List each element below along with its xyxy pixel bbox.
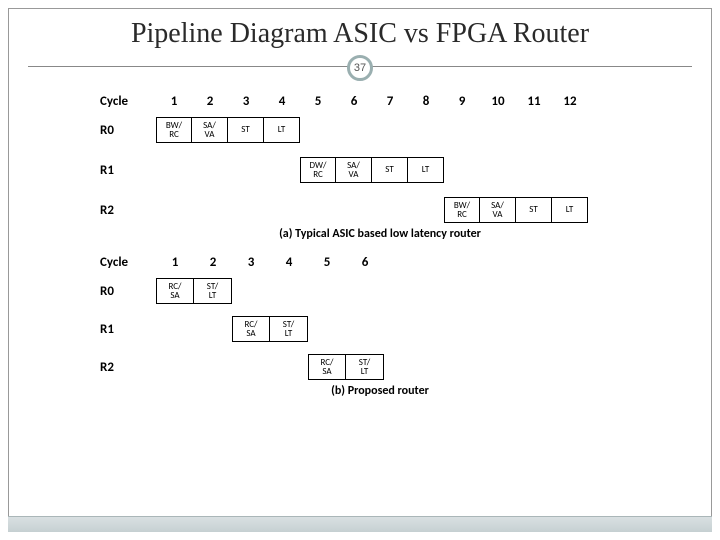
empty-cell <box>270 278 308 304</box>
pipeline-stage: RC/ SA <box>156 278 194 304</box>
empty-cell <box>516 117 552 143</box>
cycle-header: 5 <box>308 253 346 272</box>
empty-cell <box>156 316 194 342</box>
empty-cell <box>516 157 552 183</box>
empty-cell <box>194 354 232 380</box>
chart-b: Cycle123456R0RC/ SAST/ LTR1RC/ SAST/ LTR… <box>100 253 660 398</box>
pipeline-stage: ST/ LT <box>270 316 308 342</box>
cycle-header: 2 <box>192 92 228 111</box>
cycle-header: 11 <box>516 92 552 111</box>
cycle-header: 6 <box>336 92 372 111</box>
empty-cell <box>264 197 300 223</box>
empty-cell <box>232 278 270 304</box>
cycle-header: 6 <box>346 253 384 272</box>
pipeline-stage: RC/ SA <box>232 316 270 342</box>
caption-a: (a) Typical ASIC based low latency route… <box>100 227 660 241</box>
cycle-header: 3 <box>232 253 270 272</box>
empty-cell <box>194 316 232 342</box>
chart-a: Cycle123456789101112R0BW/ RCSA/ VASTLTR1… <box>100 92 660 241</box>
pipeline-stage: BW/ RC <box>444 197 480 223</box>
empty-cell <box>228 157 264 183</box>
empty-cell <box>552 117 588 143</box>
cycle-header: 1 <box>156 253 194 272</box>
pipeline-stage: LT <box>552 197 588 223</box>
empty-cell <box>408 197 444 223</box>
empty-cell <box>156 197 192 223</box>
empty-cell <box>232 354 270 380</box>
cycle-header: 4 <box>270 253 308 272</box>
cycle-header: 3 <box>228 92 264 111</box>
empty-cell <box>336 117 372 143</box>
row-label: R1 <box>100 157 156 183</box>
empty-cell <box>192 197 228 223</box>
empty-cell <box>156 157 192 183</box>
cycle-header: 1 <box>156 92 192 111</box>
empty-cell <box>156 354 194 380</box>
pipeline-stage: ST <box>372 157 408 183</box>
empty-cell <box>480 117 516 143</box>
pipeline-grid-a: Cycle123456789101112R0BW/ RCSA/ VASTLTR1… <box>100 92 660 223</box>
cycle-header: 10 <box>480 92 516 111</box>
empty-cell <box>264 157 300 183</box>
pipeline-stage: SA/ VA <box>336 157 372 183</box>
empty-cell <box>444 157 480 183</box>
empty-cell <box>308 316 346 342</box>
cycle-header: 9 <box>444 92 480 111</box>
empty-cell <box>444 117 480 143</box>
pipeline-stage: ST/ LT <box>194 278 232 304</box>
cycle-header: 7 <box>372 92 408 111</box>
footer-bar <box>8 516 712 532</box>
empty-cell <box>300 117 336 143</box>
empty-cell <box>480 157 516 183</box>
cycle-header: 4 <box>264 92 300 111</box>
empty-cell <box>346 278 384 304</box>
empty-cell <box>408 117 444 143</box>
pipeline-stage: ST <box>516 197 552 223</box>
caption-b: (b) Proposed router <box>100 384 660 398</box>
empty-cell <box>270 354 308 380</box>
pipeline-stage: DW/ RC <box>300 157 336 183</box>
row-label: R0 <box>100 278 156 304</box>
row-label: R2 <box>100 354 156 380</box>
empty-cell <box>308 278 346 304</box>
pipeline-stage: ST <box>228 117 264 143</box>
pipeline-stage: RC/ SA <box>308 354 346 380</box>
cycle-header: 8 <box>408 92 444 111</box>
cycle-header: 2 <box>194 253 232 272</box>
pipeline-stage: LT <box>408 157 444 183</box>
pipeline-stage: SA/ VA <box>480 197 516 223</box>
cycle-header-label: Cycle <box>100 92 156 111</box>
pipeline-stage: SA/ VA <box>192 117 228 143</box>
row-label: R2 <box>100 197 156 223</box>
empty-cell <box>192 157 228 183</box>
cycle-header-label: Cycle <box>100 253 156 272</box>
pipeline-stage: BW/ RC <box>156 117 192 143</box>
empty-cell <box>372 197 408 223</box>
pipeline-grid-b: Cycle123456R0RC/ SAST/ LTR1RC/ SAST/ LTR… <box>100 253 660 380</box>
content-area: Cycle123456789101112R0BW/ RCSA/ VASTLTR1… <box>100 92 660 410</box>
empty-cell <box>336 197 372 223</box>
empty-cell <box>372 117 408 143</box>
empty-cell <box>300 197 336 223</box>
empty-cell <box>346 316 384 342</box>
row-label: R0 <box>100 117 156 143</box>
empty-cell <box>228 197 264 223</box>
pipeline-stage: LT <box>264 117 300 143</box>
cycle-header: 12 <box>552 92 588 111</box>
row-label: R1 <box>100 316 156 342</box>
pipeline-stage: ST/ LT <box>346 354 384 380</box>
page-number-badge: 37 <box>347 55 373 81</box>
empty-cell <box>552 157 588 183</box>
cycle-header: 5 <box>300 92 336 111</box>
page-number: 37 <box>354 62 366 74</box>
